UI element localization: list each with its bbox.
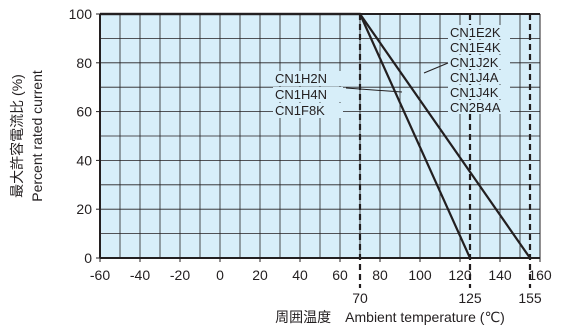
annotation-label-bg	[448, 85, 510, 99]
series-annotations: CN1H2NCN1H4NCN1F8KCN1E2KCN1E4KCN1J2KCN1J…	[273, 25, 510, 118]
annotation-label-bg	[448, 100, 510, 114]
x-tick-label: 20	[252, 267, 268, 283]
annotation-label: CN1E2K	[450, 25, 501, 40]
annotation-label-bg	[448, 25, 510, 39]
y-tick-label: 40	[76, 152, 92, 168]
annotation-label: CN1J4A	[450, 70, 499, 85]
y-tick-labels: 0 20 40 60 80 100	[69, 6, 100, 266]
x-tick-label: -60	[90, 267, 110, 283]
x-tick-labels: -60 -40 -20 0 20 40 60 80 100 120 140 160	[90, 258, 552, 283]
annotation-label: CN1E4K	[450, 40, 501, 55]
y-axis-title-jp: 最大許容電流比 (%)	[9, 74, 25, 198]
y-tick-label: 100	[69, 6, 93, 22]
x-tick-label: 140	[488, 267, 512, 283]
x-tick-label: 0	[216, 267, 224, 283]
annotation-leader	[423, 62, 449, 74]
annotation-leader	[345, 87, 403, 93]
x-tick-label: -40	[130, 267, 150, 283]
x-tick-label: 100	[408, 267, 432, 283]
marker-label: 70	[352, 290, 368, 306]
annotation-label-bg	[273, 87, 343, 102]
y-axis-title-en: Percent rated current	[29, 70, 45, 202]
annotation-label: CN1H2N	[275, 71, 327, 86]
annotation-label-bg	[273, 103, 343, 118]
annotation-label: CN1J2K	[450, 55, 499, 70]
annotation-label-bg	[448, 40, 510, 54]
annotation-label-bg	[448, 55, 510, 69]
annotation-label: CN1J4K	[450, 85, 499, 100]
x-tick-label: 60	[332, 267, 348, 283]
y-tick-label: 60	[76, 104, 92, 120]
x-axis-title: 周囲温度 Ambient temperature (℃)	[275, 309, 505, 325]
x-tick-label: 40	[292, 267, 308, 283]
x-tick-label: -20	[170, 267, 190, 283]
annotation-label: CN2B4A	[450, 100, 501, 115]
plot-frame	[99, 13, 541, 259]
x-tick-label: 80	[372, 267, 388, 283]
y-tick-label: 0	[84, 250, 92, 266]
annotation-label-bg	[448, 70, 510, 84]
annotation-label: CN1H4N	[275, 87, 327, 102]
marker-label: 125	[458, 290, 482, 306]
y-tick-label: 80	[76, 55, 92, 71]
x-tick-label: 160	[528, 267, 552, 283]
marker-label: 155	[518, 290, 542, 306]
annotation-label: CN1F8K	[275, 103, 325, 118]
annotation-label-bg	[273, 71, 343, 86]
y-tick-label: 20	[76, 201, 92, 217]
marker-labels: 70 125 155	[352, 290, 542, 306]
x-tick-label: 120	[448, 267, 472, 283]
